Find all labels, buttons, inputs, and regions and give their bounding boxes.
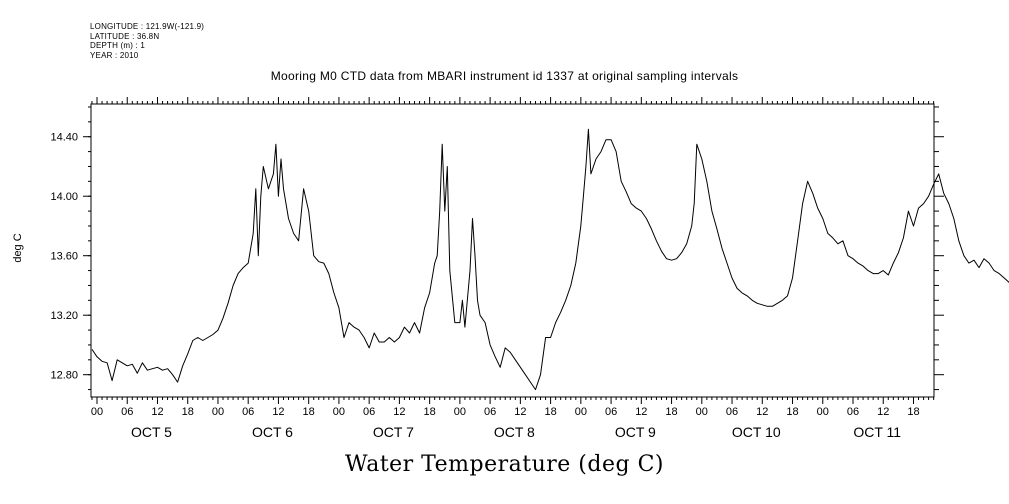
y-tick-label: 12.80: [50, 370, 78, 382]
plot-frame: [90, 103, 935, 398]
day-label: OCT 5: [131, 424, 172, 440]
depth-label: DEPTH (m) : 1: [90, 41, 146, 50]
x-tick-label: 18: [303, 406, 315, 418]
x-tick-label: 12: [393, 406, 405, 418]
x-tick-label: 00: [333, 406, 345, 418]
x-tick-label: 12: [272, 406, 284, 418]
x-tick-label: 12: [635, 406, 647, 418]
x-tick-label: 00: [696, 406, 708, 418]
x-tick-label: 06: [242, 406, 254, 418]
x-tick-label: 12: [151, 406, 163, 418]
x-tick-label: 00: [454, 406, 466, 418]
y-tick-label: 14.40: [50, 132, 78, 144]
chart-title: Mooring M0 CTD data from MBARI instrumen…: [270, 69, 739, 83]
x-tick-label: 18: [182, 406, 194, 418]
x-tick-label: 18: [907, 406, 919, 418]
longitude-label: LONGITUDE : 121.9W(-121.9): [90, 22, 205, 31]
day-label: OCT 7: [373, 424, 414, 440]
year-label: YEAR : 2010: [90, 50, 139, 60]
x-tick-label: 06: [605, 406, 617, 418]
x-tick-label: 06: [726, 406, 738, 418]
x-tick-label: 12: [877, 406, 889, 418]
y-tick-label: 13.20: [50, 310, 78, 322]
x-tick-label: 18: [424, 406, 436, 418]
chart-subtitle: Water Temperature (deg C): [345, 452, 664, 477]
x-tick-label: 00: [212, 406, 224, 418]
x-tick-label: 12: [514, 406, 526, 418]
day-label: OCT 8: [494, 424, 535, 440]
x-tick-label: 12: [756, 406, 768, 418]
x-tick-label: 00: [91, 406, 103, 418]
metadata-block: LONGITUDE : 121.9W(-121.9) LATITUDE : 36…: [90, 22, 204, 60]
x-tick-label: 18: [665, 406, 677, 418]
x-tick-label: 06: [484, 406, 496, 418]
y-tick-label: 13.60: [50, 251, 78, 263]
x-tick-label: 18: [786, 406, 798, 418]
x-tick-label: 06: [121, 406, 133, 418]
day-label: OCT 6: [252, 424, 293, 440]
day-label: OCT 11: [853, 424, 901, 440]
y-tick-label: 14.00: [50, 191, 78, 203]
day-label: OCT 9: [615, 424, 656, 440]
x-tick-label: 06: [363, 406, 375, 418]
x-tick-label: 06: [847, 406, 859, 418]
x-tick-label: 18: [544, 406, 556, 418]
latitude-label: LATITUDE : 36.8N: [90, 31, 160, 41]
x-tick-label: 00: [575, 406, 587, 418]
temperature-series-line: [91, 128, 1009, 391]
day-label: OCT 10: [732, 424, 781, 440]
x-tick-label: 00: [817, 406, 829, 418]
